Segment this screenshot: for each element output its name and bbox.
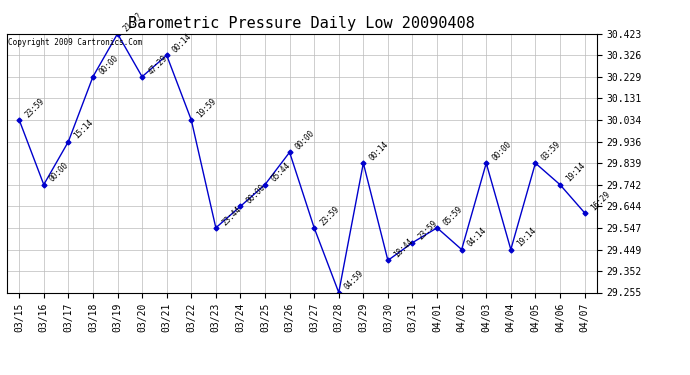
Text: 23:44: 23:44 [220,204,243,227]
Text: 00:00: 00:00 [48,161,70,184]
Text: 05:59: 05:59 [441,204,464,227]
Text: 03:59: 03:59 [540,140,562,162]
Text: 00:00: 00:00 [294,129,317,152]
Text: 19:14: 19:14 [515,226,538,249]
Text: 23:59: 23:59 [318,204,341,227]
Text: Copyright 2009 Cartronics.Com: Copyright 2009 Cartronics.Com [8,38,142,46]
Text: 16:29: 16:29 [589,189,611,212]
Text: 00:00: 00:00 [97,53,120,76]
Text: 00:14: 00:14 [171,32,194,54]
Title: Barometric Pressure Daily Low 20090408: Barometric Pressure Daily Low 20090408 [128,16,475,31]
Text: 23:59: 23:59 [23,96,46,119]
Text: 21:??: 21:?? [121,10,144,33]
Text: 04:14: 04:14 [466,226,489,249]
Text: 04:59: 04:59 [343,269,366,292]
Text: 23:59: 23:59 [417,219,440,242]
Text: 00:14: 00:14 [368,140,391,162]
Text: 18:44: 18:44 [392,237,415,260]
Text: 15:14: 15:14 [72,118,95,141]
Text: 19:59: 19:59 [195,96,218,119]
Text: 19:14: 19:14 [564,161,587,184]
Text: 00:00: 00:00 [491,140,513,162]
Text: 47:29: 47:29 [146,53,169,76]
Text: 00:00: 00:00 [244,183,267,206]
Text: 05:44: 05:44 [269,161,292,184]
